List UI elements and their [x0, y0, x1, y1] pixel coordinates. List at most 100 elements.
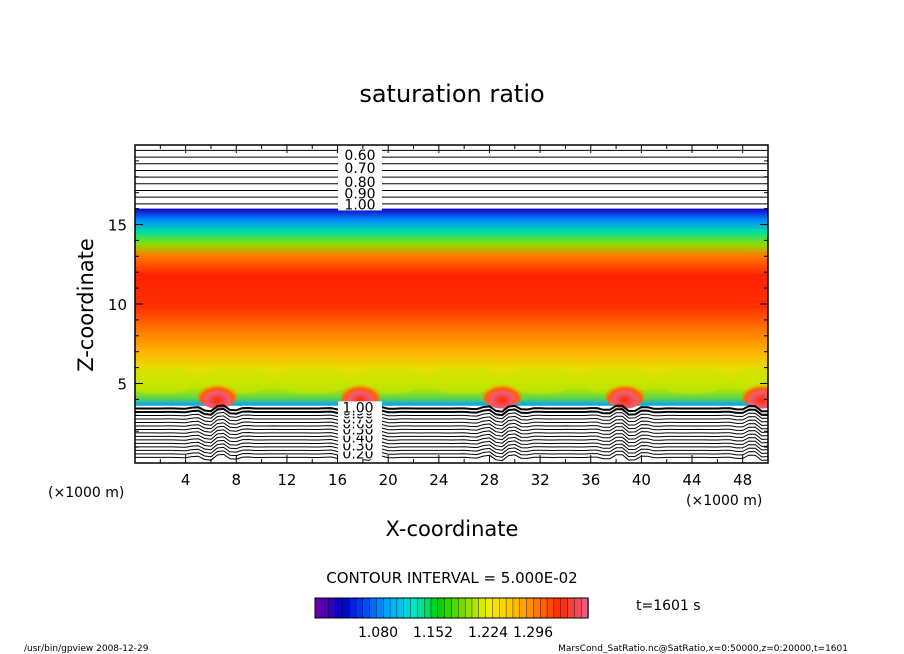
colorbar-segment	[396, 597, 405, 619]
contour-label: 0.60	[344, 148, 375, 164]
saturation-blob	[604, 380, 645, 409]
contour-label-bg	[338, 161, 382, 174]
x-tick-label: 44	[682, 471, 701, 489]
colorbar-segment	[499, 597, 507, 619]
wave-pattern	[135, 366, 768, 395]
colorbar-segment	[417, 597, 425, 619]
colorbar-segment	[464, 597, 473, 619]
colorbar-segment	[321, 597, 330, 619]
saturation-blob	[741, 380, 768, 409]
contour-label: 1.00	[342, 400, 373, 416]
contour-line	[135, 422, 768, 430]
y-axis: 5 10 15	[108, 160, 768, 448]
wave-hump	[135, 366, 199, 395]
x-unit-right: (×1000 m)	[686, 493, 762, 509]
colorbar-segment	[314, 597, 323, 619]
colorbar-segment	[574, 597, 582, 619]
contour-line	[135, 443, 768, 451]
footer-right: MarsCond_SatRatio.nc@SatRatio,x=0:50000,…	[558, 644, 848, 654]
colorbar-segment	[444, 597, 453, 619]
x-tick-label: 8	[232, 471, 242, 489]
saturation-blob	[197, 380, 238, 409]
colorbar-segment	[403, 597, 412, 619]
contour-label-bg	[338, 149, 382, 162]
contour-line	[135, 415, 768, 423]
y-tick-label: 10	[108, 296, 127, 314]
contour-line	[135, 446, 768, 455]
colorbar-segment	[437, 597, 446, 619]
colorbar-segment	[492, 597, 500, 619]
x-tick-label: 48	[733, 471, 752, 489]
contour-label-bg	[338, 198, 382, 211]
colorbar-segment	[505, 597, 514, 619]
contour-label-bg	[338, 187, 382, 200]
contour-label: 0.70	[344, 161, 375, 177]
colorbar-ticks: 1.080 1.152 1.224 1.296	[358, 625, 553, 641]
colorbar-segment	[335, 597, 344, 619]
contour-line	[135, 404, 768, 413]
saturation-blobs	[197, 380, 768, 409]
x-tick-label: 4	[181, 471, 191, 489]
x-tick-label: 24	[429, 471, 448, 489]
colorbar-segment	[458, 597, 466, 619]
contour-label: 1.00	[344, 197, 375, 213]
contour-line	[135, 425, 768, 434]
colorbar-segment	[546, 597, 555, 619]
colorbar-segment	[567, 597, 576, 619]
contour-line	[135, 411, 768, 420]
colorbar-tick-label: 1.296	[513, 625, 553, 641]
colorbar-segment	[519, 597, 528, 619]
colorbar	[314, 597, 589, 619]
colorbar-tick-label: 1.080	[358, 625, 398, 641]
colorbar-segment	[451, 597, 460, 619]
x-axis-label: X-coordinate	[386, 517, 519, 541]
contour-line	[135, 407, 768, 417]
plot-area	[135, 149, 768, 462]
colorbar-segment	[553, 597, 562, 619]
colorbar-segment	[540, 597, 548, 619]
contour-line	[135, 453, 768, 462]
colorbar-segment	[533, 597, 541, 619]
colorbar-segment	[383, 597, 391, 619]
colorbar-segment	[348, 597, 357, 619]
wave-hump	[502, 366, 579, 395]
colorbar-segment	[471, 597, 480, 619]
upper-contours	[135, 149, 768, 205]
colorbar-segment	[376, 597, 384, 619]
colorbar-segment	[355, 597, 364, 619]
colorbar-segment	[424, 597, 432, 619]
colorbar-tick-label: 1.224	[468, 625, 508, 641]
y-axis-label: Z-coordinate	[74, 238, 98, 372]
x-axis: 4 8 12 16 20 24 28 32 36 40 44 48	[159, 145, 752, 489]
colorbar-segment	[342, 597, 350, 619]
contour-line	[135, 450, 768, 458]
colorbar-segment	[580, 597, 589, 619]
x-tick-label: 36	[581, 471, 600, 489]
contour-line	[135, 429, 768, 437]
wave-hump	[426, 366, 503, 395]
wave-hump	[274, 366, 351, 395]
colorbar-frame	[314, 597, 589, 619]
contour-label-bg	[338, 176, 382, 189]
x-tick-label: 20	[379, 471, 398, 489]
x-tick-label: 16	[328, 471, 347, 489]
colorbar-segment	[526, 597, 535, 619]
contour-line	[135, 436, 768, 444]
contour-line	[135, 418, 768, 427]
y-tick-label: 15	[108, 217, 127, 235]
footer-left: /usr/bin/gpview 2008-12-29	[24, 644, 149, 654]
colorbar-segment	[430, 597, 439, 619]
x-tick-label: 28	[480, 471, 499, 489]
x-tick-label: 40	[632, 471, 651, 489]
colorbar-segment	[410, 597, 419, 619]
colorbar-segment	[485, 597, 494, 619]
lower-contours	[135, 404, 768, 462]
colorbar-segment	[478, 597, 487, 619]
contour-interval: CONTOUR INTERVAL = 5.000E-02	[326, 569, 577, 587]
colorbar-segment	[389, 597, 398, 619]
y-tick-label: 5	[117, 376, 127, 394]
contour-line	[135, 439, 768, 448]
contour-label: 0.90	[344, 186, 375, 202]
colorbar-segment	[560, 597, 569, 619]
chart-title: saturation ratio	[359, 80, 544, 108]
